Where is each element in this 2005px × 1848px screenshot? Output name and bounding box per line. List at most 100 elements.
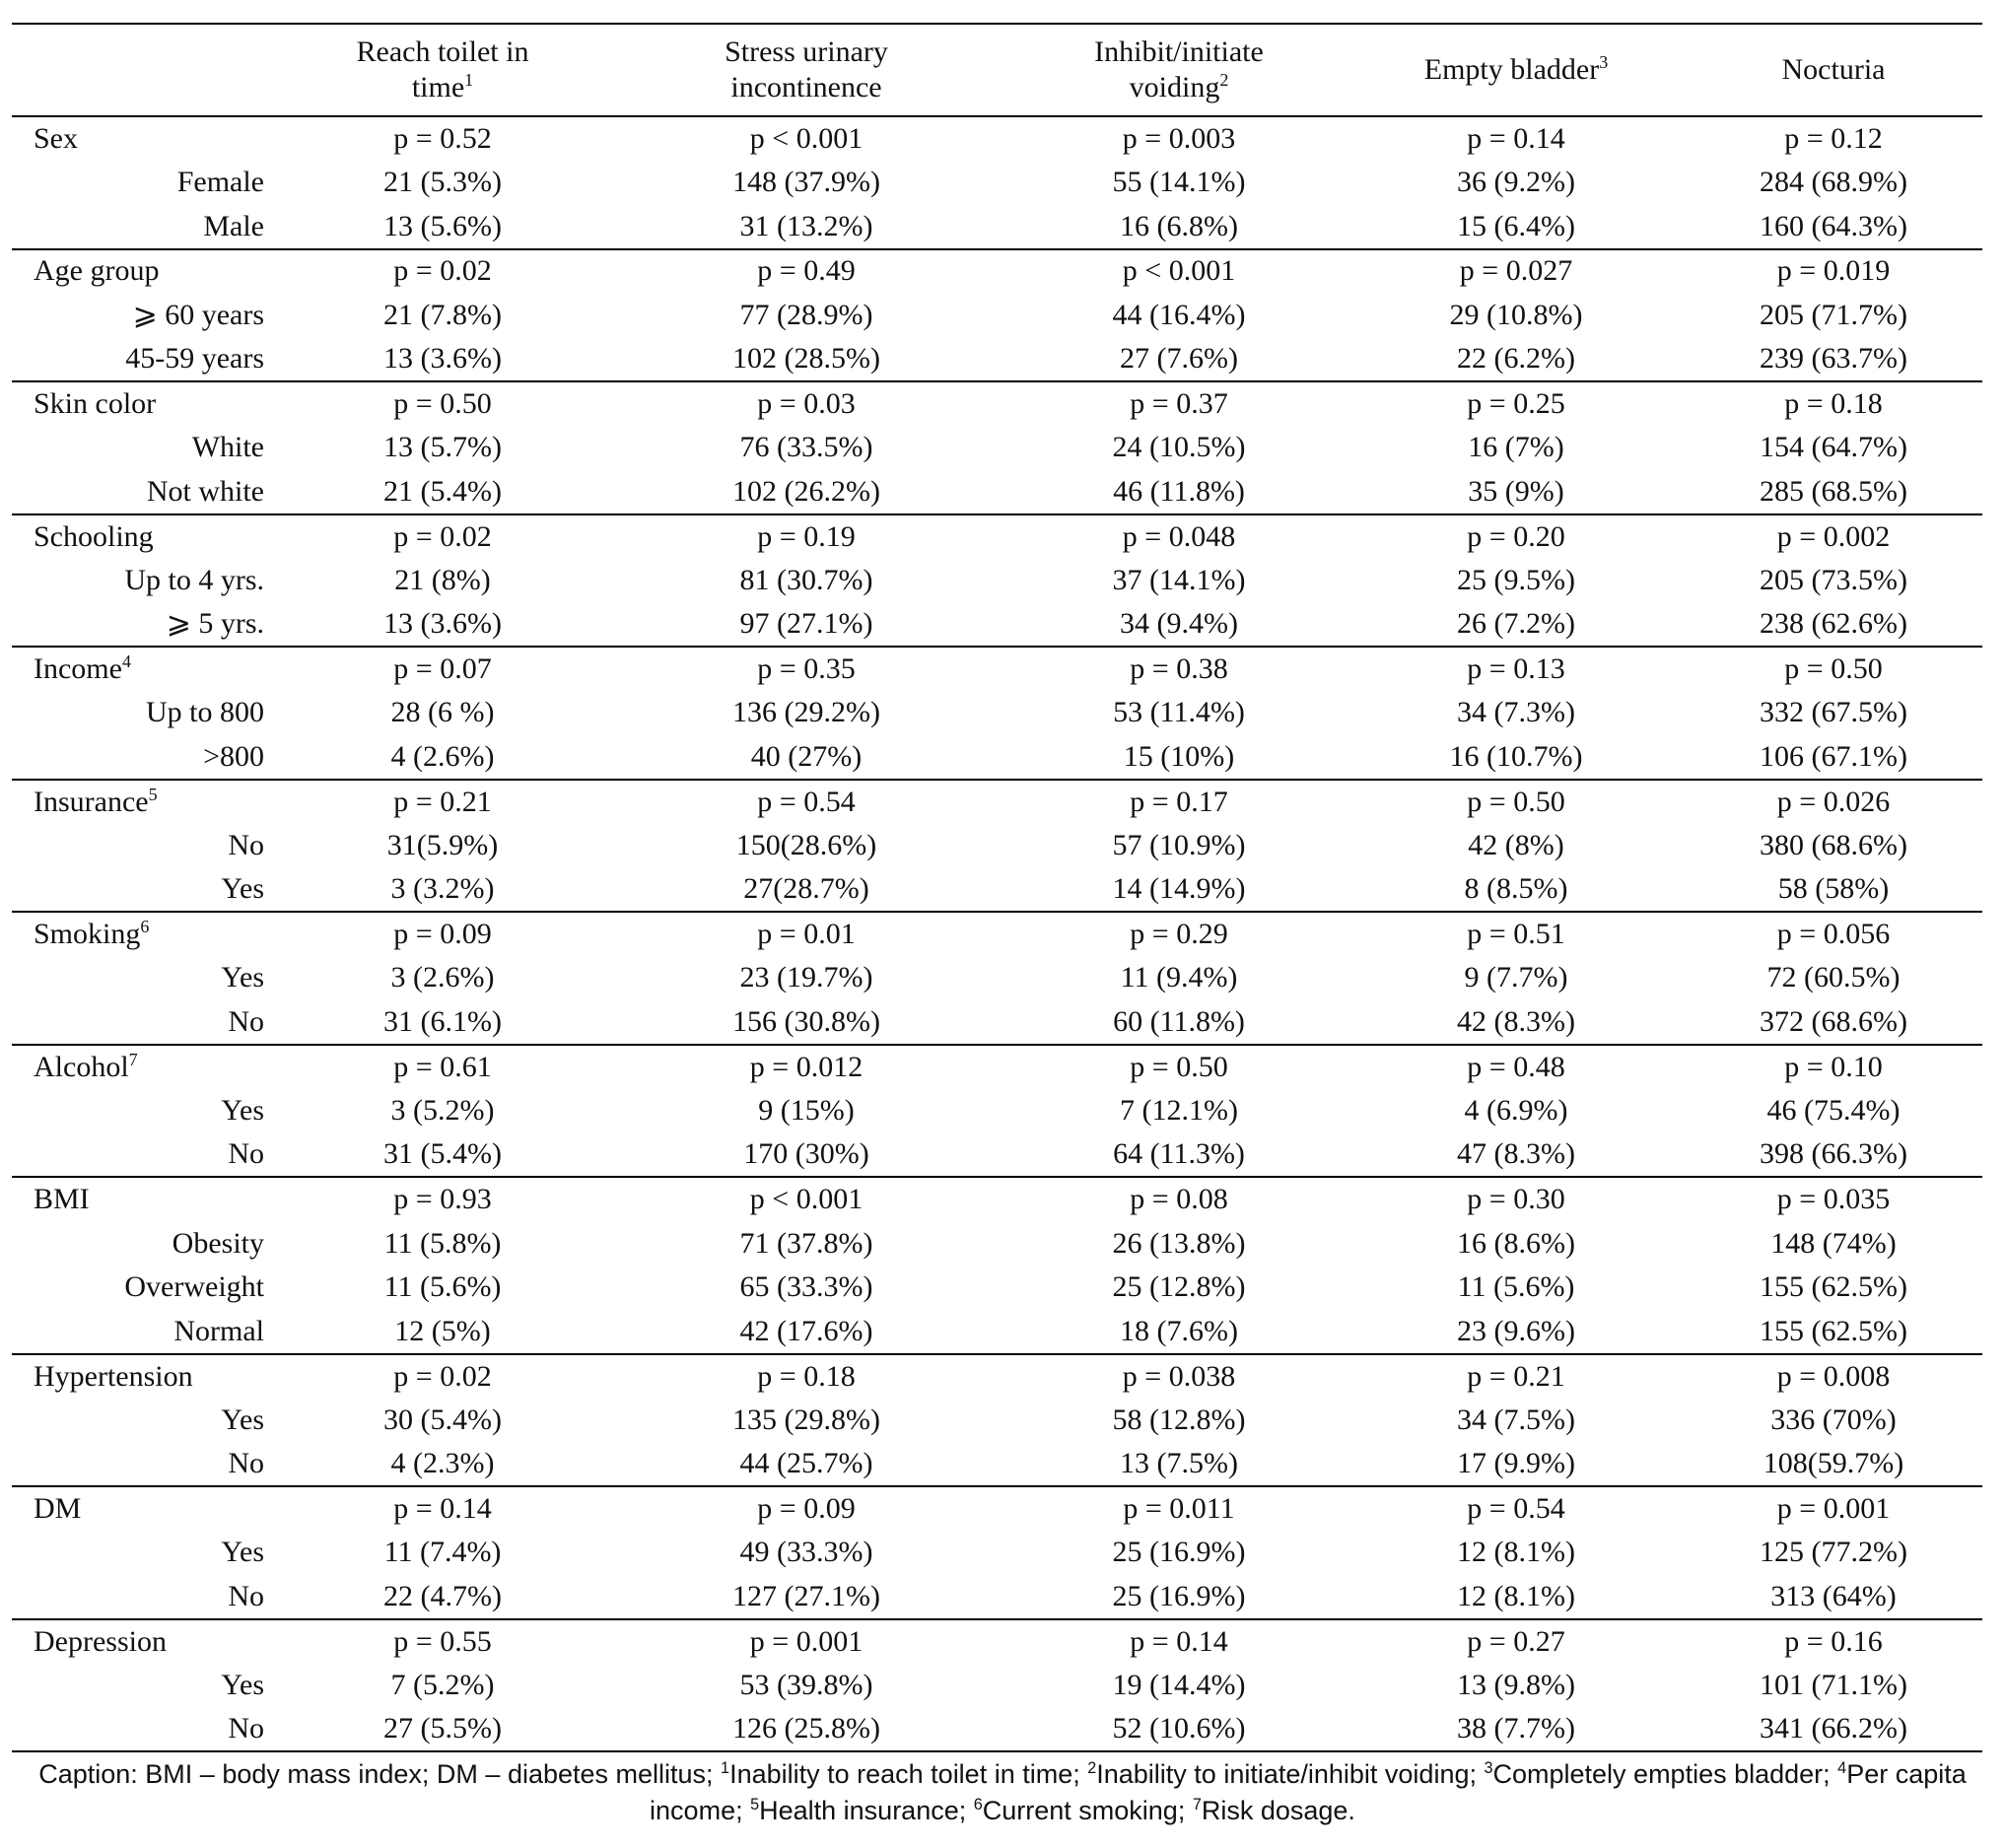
group-row: Smoking6 p = 0.09 p = 0.01 p = 0.29 p = 0.51…: [12, 912, 1982, 956]
caption: Caption: BMI – body mass index; DM – dia…: [27, 1756, 1978, 1829]
group-row: Alcohol7 p = 0.61 p = 0.012 p = 0.50 p = 0.4…: [12, 1045, 1982, 1089]
group-label-cell: Skin color: [12, 381, 283, 426]
cell-value: 16 (10.7%): [1348, 734, 1685, 781]
group-label: DM: [34, 1492, 82, 1526]
p-value: p = 0.13: [1467, 652, 1565, 686]
p-value: p = 0.02: [393, 254, 492, 288]
category-row: Yes 3 (2.6%) 23 (19.7%) 11 (9.4%) 9 (7.7%) 72…: [12, 956, 1982, 1000]
category-label: Obesity: [172, 1226, 264, 1260]
p-value: p = 0.93: [393, 1183, 492, 1216]
p-value: p = 0.38: [1130, 652, 1228, 686]
p-value: p = 0.14: [1130, 1624, 1228, 1658]
group-label: Depression: [34, 1624, 167, 1658]
caption-text: Inability to initiate/inhibit voiding;: [1096, 1759, 1485, 1789]
cell-value: 101 (71.1%): [1760, 1668, 1907, 1701]
cell-value: 28 (6 %): [390, 696, 495, 729]
cell-value: 34 (7.3%): [1457, 696, 1575, 729]
category-row: >800 4 (2.6%) 40 (27%) 15 (10%) 16 (10.7%) 10…: [12, 734, 1982, 781]
cell-value: 23 (9.6%): [1348, 1309, 1685, 1355]
cell-value: 72 (60.5%): [1766, 961, 1901, 994]
p-value: p = 0.51: [1467, 918, 1565, 951]
group-label: Alcohol: [34, 1050, 129, 1083]
group-label-cell: Smoking6: [12, 912, 283, 956]
column-header-wrap: Stress urinary incontinence: [688, 34, 925, 105]
cell-value: 380 (68.6%): [1760, 828, 1907, 861]
group-label: Schooling: [34, 519, 154, 553]
footnote-mark: 1: [721, 1759, 730, 1777]
cell-value: 205 (71.7%): [1760, 298, 1907, 331]
cell-value: 25 (9.5%): [1457, 563, 1575, 596]
category-label: No: [12, 1574, 283, 1620]
category-row: No 27 (5.5%) 126 (25.8%) 52 (10.6%) 38 (7.7%…: [12, 1707, 1982, 1753]
category-label: No: [12, 999, 283, 1046]
cell-value: 17 (9.9%): [1348, 1442, 1685, 1488]
category-row: Obesity 11 (5.8%) 71 (37.8%) 26 (13.8%) 16 (…: [12, 1221, 1982, 1266]
group-label: Age group: [34, 254, 160, 288]
p-value: p = 0.55: [393, 1624, 492, 1658]
p-value: p = 0.02: [393, 519, 492, 553]
cell-value: 16 (8.6%): [1457, 1226, 1575, 1260]
p-value: p = 0.026: [1776, 785, 1891, 818]
cell-value: 77 (28.9%): [739, 298, 873, 331]
p-value: p < 0.001: [749, 1183, 864, 1216]
category-label: Yes: [221, 1093, 264, 1127]
cell-value: 35 (9%): [1348, 469, 1685, 515]
category-row: White 13 (5.7%) 76 (33.5%) 24 (10.5%) 16 (7%…: [12, 426, 1982, 470]
category-row: Up to 4 yrs. 21 (8%) 81 (30.7%) 37 (14.1%) 2…: [12, 558, 1982, 602]
group-label-cell: DM: [12, 1486, 283, 1531]
p-value: p = 0.001: [749, 1624, 864, 1658]
group-row: Skin color p = 0.50 p = 0.03 p = 0.37 p = 0.…: [12, 381, 1982, 426]
cell-value: 9 (7.7%): [1464, 961, 1568, 994]
group-label: Insurance: [34, 785, 149, 818]
p-value: p = 0.16: [1784, 1624, 1883, 1658]
p-value: p = 0.30: [1467, 1183, 1565, 1216]
cell-value: 154 (64.7%): [1760, 431, 1907, 464]
cell-value: 60 (11.8%): [1010, 999, 1348, 1046]
cell-value: 47 (8.3%): [1348, 1132, 1685, 1179]
column-title: Stress urinary incontinence: [725, 35, 888, 103]
category-label: Normal: [12, 1309, 283, 1355]
p-value: p = 0.50: [1784, 652, 1883, 686]
footnote-mark: 6: [140, 917, 150, 937]
cell-value: 26 (13.8%): [1112, 1226, 1246, 1260]
cell-value: 16 (6.8%): [1010, 204, 1348, 250]
p-value: p = 0.09: [757, 1492, 856, 1526]
header-row: Reach toilet in time1 Stress urinary inco…: [12, 23, 1982, 117]
p-value: p = 0.52: [393, 121, 492, 155]
column-header: Nocturia: [1685, 23, 1982, 117]
footnote-mark: 7: [128, 1049, 138, 1069]
cell-value: 155 (62.5%): [1760, 1270, 1907, 1304]
p-value: p = 0.056: [1776, 918, 1891, 951]
category-label: Yes: [221, 961, 264, 994]
cell-value: 42 (8%): [1468, 828, 1564, 861]
cell-value: 148 (74%): [1770, 1226, 1897, 1260]
category-label: Not white: [12, 469, 283, 515]
p-value: p = 0.50: [1130, 1050, 1228, 1083]
cell-value: 27 (7.6%): [1010, 337, 1348, 383]
cell-value: 106 (67.1%): [1685, 734, 1982, 781]
cell-value: 15 (10%): [1010, 734, 1348, 781]
category-label: Yes: [221, 1536, 264, 1569]
cell-value: 239 (63.7%): [1685, 337, 1982, 383]
group-label-cell: Income4: [12, 647, 283, 691]
category-row: ⩾ 5 yrs. 13 (3.6%) 97 (27.1%) 34 (9.4%) 26 (…: [12, 602, 1982, 649]
cell-value: 3 (5.2%): [390, 1093, 495, 1127]
category-label: ⩾ 5 yrs.: [12, 602, 283, 649]
group-row: Depression p = 0.55 p = 0.001 p = 0.14 p = 0…: [12, 1619, 1982, 1664]
column-header-wrap: Nocturia: [1782, 52, 1886, 88]
footnote-mark: 3: [1599, 52, 1609, 72]
group-label-cell: Alcohol7: [12, 1045, 283, 1089]
category-label: No: [228, 828, 264, 861]
category-label: Yes: [12, 867, 283, 914]
cell-value: 24 (10.5%): [1112, 431, 1246, 464]
category-label: No: [12, 1442, 283, 1488]
category-row: Female 21 (5.3%) 148 (37.9%) 55 (14.1%) 36 (…: [12, 161, 1982, 205]
cell-value: 21 (8%): [394, 563, 491, 596]
p-value: p = 0.21: [1467, 1359, 1565, 1393]
cell-value: 136 (29.2%): [732, 696, 880, 729]
column-header: Stress urinary incontinence: [602, 23, 1010, 117]
category-row: ⩾ 60 years 21 (7.8%) 77 (28.9%) 44 (16.4%) 2…: [12, 293, 1982, 337]
cell-value: 26 (7.2%): [1348, 602, 1685, 649]
p-value: p = 0.02: [393, 1359, 492, 1393]
